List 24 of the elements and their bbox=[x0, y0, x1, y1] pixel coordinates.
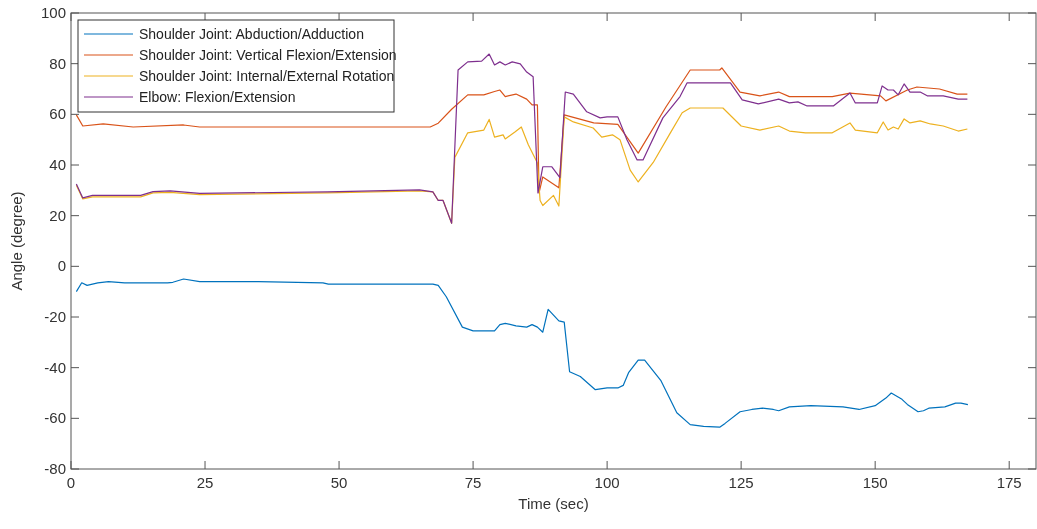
x-tick-label: 25 bbox=[196, 474, 214, 491]
y-tick-label: 100 bbox=[40, 4, 66, 21]
y-tick-label: 80 bbox=[49, 54, 66, 72]
x-axis-title: Time (sec) bbox=[518, 495, 589, 512]
y-tick-label: -80 bbox=[44, 460, 66, 477]
y-tick-label: 60 bbox=[49, 105, 66, 123]
legend-label: Shoulder Joint: Vertical Flexion/Extension bbox=[139, 47, 397, 63]
legend-label: Elbow: Flexion/Extension bbox=[139, 89, 296, 105]
y-tick-label: -40 bbox=[44, 358, 66, 376]
x-tick-label: 175 bbox=[996, 474, 1022, 491]
line-series bbox=[75, 278, 969, 428]
x-tick-label: 100 bbox=[594, 474, 620, 491]
legend-label: Shoulder Joint: Abduction/Adduction bbox=[139, 26, 364, 42]
y-tick-label: -60 bbox=[44, 409, 66, 427]
x-tick-label: 50 bbox=[330, 474, 348, 491]
y-axis-title: Angle (degree) bbox=[8, 191, 25, 291]
x-tick-label: 125 bbox=[728, 474, 754, 491]
y-tick-label: -20 bbox=[44, 308, 66, 325]
y-tick-label: 40 bbox=[49, 156, 66, 173]
x-tick-label: 75 bbox=[464, 474, 482, 491]
y-tick-label: 0 bbox=[57, 257, 66, 275]
x-tick-label: 150 bbox=[862, 474, 888, 491]
y-tick-label: 20 bbox=[49, 206, 66, 224]
legend-label: Shoulder Joint: Internal/External Rotation bbox=[139, 68, 395, 84]
